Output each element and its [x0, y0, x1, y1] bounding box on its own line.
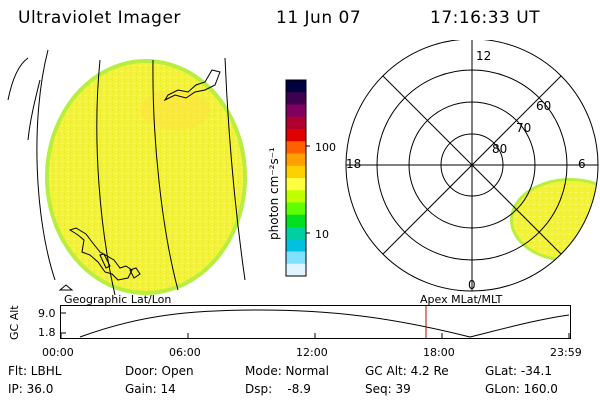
polar-plot: 12 18 6 0 60 70 80: [345, 40, 599, 292]
colorbar-swatch: [286, 251, 306, 265]
colorbar-swatch: [286, 239, 306, 252]
status-dsp: Dsp: -8.9: [245, 382, 311, 396]
altitude-timeline: [60, 305, 571, 339]
mlt-label-0: 0: [468, 278, 476, 292]
time-label: 17:16:33 UT: [430, 8, 541, 28]
instrument-title: Ultraviolet Imager: [18, 8, 181, 28]
status-door: Door: Open: [125, 364, 194, 378]
colorbar-swatch: [286, 153, 306, 167]
coastlines: [58, 69, 221, 291]
y-tick-top: 9.0: [38, 307, 56, 320]
status-ip: IP: 36.0: [8, 382, 54, 396]
colorbar-swatch: [286, 227, 306, 240]
status-glon: GLon: 160.0: [485, 382, 558, 396]
status-gain: Gain: 14: [125, 382, 176, 396]
status-flt: Flt: LBHL: [8, 364, 62, 378]
apex-title: Apex MLat/MLT: [420, 293, 503, 306]
status-seq: Seq: 39: [365, 382, 411, 396]
colorbar-swatch: [286, 141, 306, 154]
colorbar-swatch: [286, 92, 306, 105]
colorbar-tick-100: 100: [315, 141, 336, 154]
date-label: 11 Jun 07: [276, 8, 362, 28]
geographic-title: Geographic Lat/Lon: [64, 293, 172, 306]
status-gc-alt: GC Alt: 4.2 Re: [365, 364, 449, 378]
time-tick-2: 12:00: [296, 346, 328, 359]
time-tick-0: 00:00: [42, 346, 74, 359]
lat-label-60: 60: [536, 99, 551, 113]
colorbar-swatch: [286, 202, 306, 216]
colorbar-swatch: [286, 129, 306, 142]
lat-label-70: 70: [516, 121, 531, 135]
colorbar-swatch: [286, 104, 306, 118]
time-tick-4: 23:59: [550, 346, 582, 359]
colorbar-swatch: [286, 178, 306, 191]
colorbar-tick-10: 10: [315, 228, 329, 241]
colorbar-swatch: [286, 165, 306, 179]
meridian-lines: [7, 49, 246, 295]
gc-alt-axis-label: GC Alt: [8, 305, 21, 340]
status-mode: Mode: Normal: [245, 364, 329, 378]
time-tick-1: 06:00: [169, 346, 201, 359]
y-tick-bottom: 1.8: [38, 326, 56, 339]
mlt-label-6: 6: [578, 157, 586, 171]
lat-label-80: 80: [492, 142, 507, 156]
colorbar-unit-label: photon cm⁻²s⁻¹: [267, 147, 281, 240]
mlt-label-12: 12: [476, 49, 491, 63]
colorbar-swatch: [286, 190, 306, 203]
colorbar-swatch: [286, 116, 306, 130]
color-scale-bar: [285, 79, 310, 277]
colorbar-swatch: [286, 214, 306, 228]
earth-image: [7, 49, 247, 295]
colorbar-swatch: [286, 263, 306, 277]
time-tick-3: 18:00: [423, 346, 455, 359]
colorbar-swatch: [286, 80, 306, 93]
mlt-label-18: 18: [346, 157, 361, 171]
status-glat: GLat: -34.1: [485, 364, 552, 378]
